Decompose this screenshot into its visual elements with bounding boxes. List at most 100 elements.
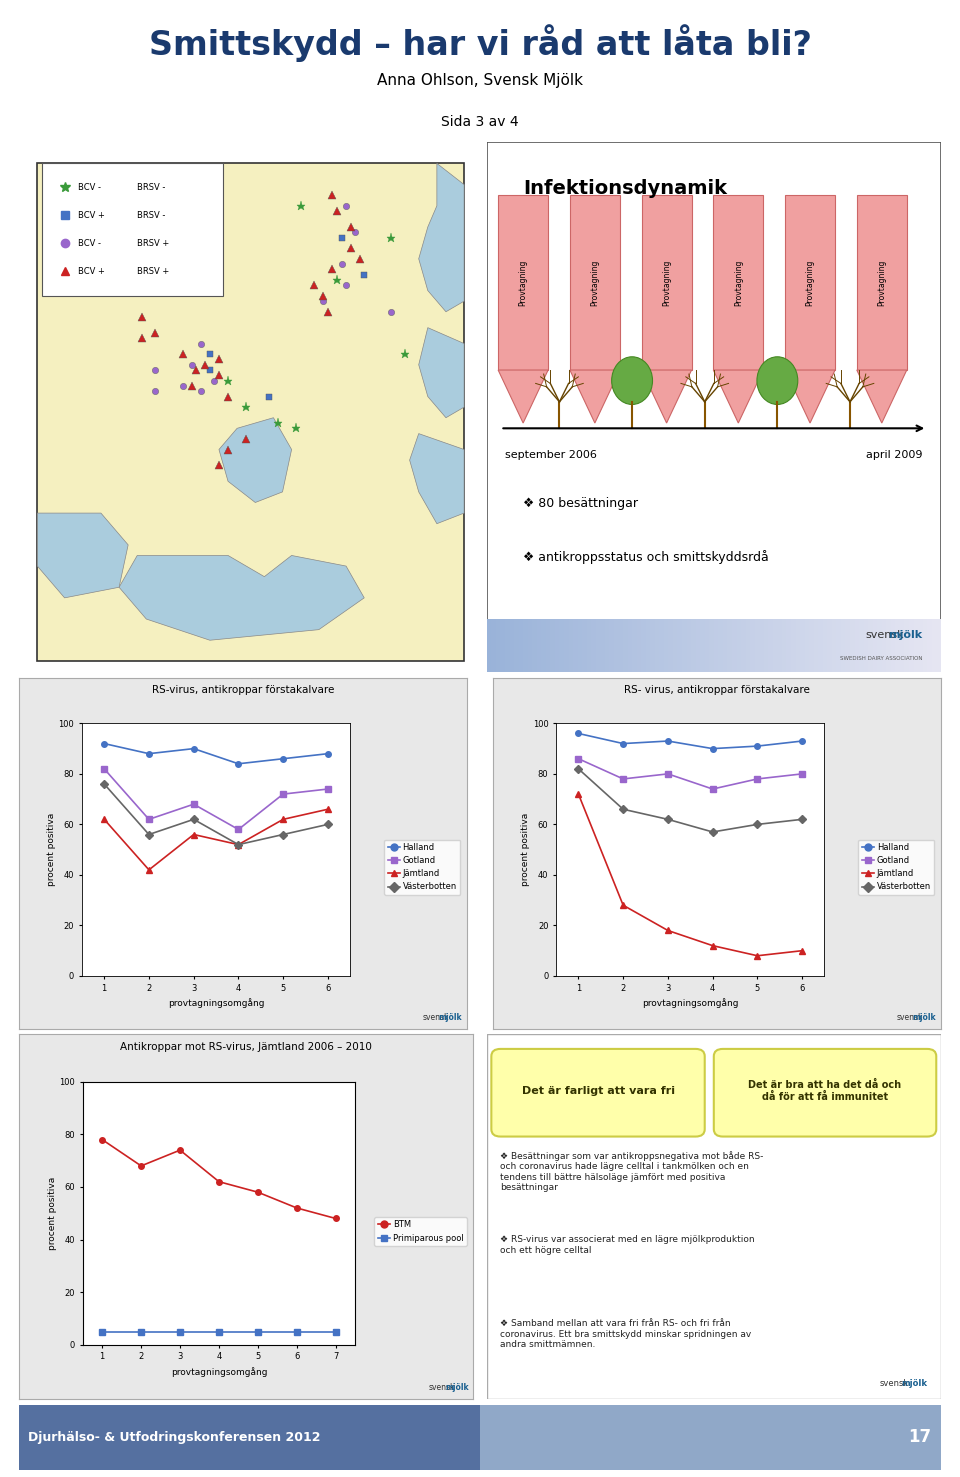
- FancyBboxPatch shape: [850, 619, 854, 672]
- FancyBboxPatch shape: [686, 619, 691, 672]
- FancyBboxPatch shape: [932, 619, 936, 672]
- Text: svensk: svensk: [897, 1013, 923, 1022]
- Polygon shape: [641, 371, 691, 422]
- FancyBboxPatch shape: [828, 619, 832, 672]
- Text: Det är farligt att vara fri: Det är farligt att vara fri: [521, 1086, 675, 1096]
- FancyBboxPatch shape: [628, 619, 632, 672]
- Text: BRSV -: BRSV -: [137, 211, 166, 220]
- FancyBboxPatch shape: [650, 619, 655, 672]
- FancyBboxPatch shape: [818, 619, 823, 672]
- FancyBboxPatch shape: [550, 619, 555, 672]
- FancyBboxPatch shape: [42, 164, 224, 295]
- FancyBboxPatch shape: [614, 619, 618, 672]
- FancyBboxPatch shape: [570, 195, 620, 371]
- FancyBboxPatch shape: [560, 619, 564, 672]
- FancyBboxPatch shape: [500, 619, 505, 672]
- FancyBboxPatch shape: [900, 619, 904, 672]
- FancyBboxPatch shape: [768, 619, 773, 672]
- Polygon shape: [713, 371, 763, 422]
- FancyBboxPatch shape: [746, 619, 750, 672]
- FancyBboxPatch shape: [823, 619, 828, 672]
- FancyBboxPatch shape: [800, 619, 804, 672]
- Text: mjölk: mjölk: [913, 1013, 936, 1022]
- FancyBboxPatch shape: [518, 619, 523, 672]
- FancyBboxPatch shape: [514, 619, 518, 672]
- FancyBboxPatch shape: [759, 619, 764, 672]
- FancyBboxPatch shape: [713, 195, 763, 371]
- Text: Provtagning: Provtagning: [590, 260, 599, 306]
- FancyBboxPatch shape: [857, 195, 907, 371]
- Text: mjölk: mjölk: [901, 1380, 927, 1388]
- FancyBboxPatch shape: [528, 619, 532, 672]
- FancyBboxPatch shape: [673, 619, 678, 672]
- FancyBboxPatch shape: [914, 619, 918, 672]
- FancyBboxPatch shape: [846, 619, 850, 672]
- FancyBboxPatch shape: [678, 619, 682, 672]
- Text: ❖ RS-virus var associerat med en lägre mjölkproduktion
och ett högre celltal: ❖ RS-virus var associerat med en lägre m…: [500, 1235, 756, 1254]
- FancyBboxPatch shape: [709, 619, 714, 672]
- FancyBboxPatch shape: [918, 619, 923, 672]
- FancyBboxPatch shape: [832, 619, 836, 672]
- FancyBboxPatch shape: [668, 619, 673, 672]
- FancyBboxPatch shape: [605, 619, 610, 672]
- Text: ❖ 80 besättningar: ❖ 80 besättningar: [523, 498, 638, 510]
- Text: Provtagning: Provtagning: [877, 260, 886, 306]
- Text: BCV -: BCV -: [78, 183, 101, 192]
- FancyBboxPatch shape: [877, 619, 882, 672]
- FancyBboxPatch shape: [859, 619, 864, 672]
- Polygon shape: [570, 371, 620, 422]
- Polygon shape: [498, 371, 548, 422]
- FancyBboxPatch shape: [696, 619, 700, 672]
- Text: svensk: svensk: [866, 631, 904, 640]
- FancyBboxPatch shape: [923, 619, 927, 672]
- FancyBboxPatch shape: [523, 619, 528, 672]
- FancyBboxPatch shape: [492, 1049, 705, 1136]
- Text: Provtagning: Provtagning: [805, 260, 814, 306]
- FancyBboxPatch shape: [904, 619, 909, 672]
- Text: mjölk: mjölk: [439, 1013, 462, 1022]
- FancyBboxPatch shape: [573, 619, 578, 672]
- FancyBboxPatch shape: [836, 619, 841, 672]
- FancyBboxPatch shape: [891, 619, 896, 672]
- FancyBboxPatch shape: [641, 195, 691, 371]
- Text: Det är bra att ha det då och
då för att få immunitet: Det är bra att ha det då och då för att …: [749, 1080, 901, 1102]
- FancyBboxPatch shape: [781, 619, 786, 672]
- Circle shape: [756, 357, 798, 405]
- FancyBboxPatch shape: [487, 1034, 941, 1399]
- FancyBboxPatch shape: [591, 619, 596, 672]
- FancyBboxPatch shape: [773, 619, 778, 672]
- FancyBboxPatch shape: [578, 619, 582, 672]
- FancyBboxPatch shape: [682, 619, 686, 672]
- Legend: Halland, Gotland, Jämtland, Västerbotten: Halland, Gotland, Jämtland, Västerbotten: [858, 839, 934, 895]
- FancyBboxPatch shape: [854, 619, 859, 672]
- FancyBboxPatch shape: [600, 619, 605, 672]
- FancyBboxPatch shape: [909, 619, 914, 672]
- FancyBboxPatch shape: [864, 619, 868, 672]
- Text: SWEDISH DAIRY ASSOCIATION: SWEDISH DAIRY ASSOCIATION: [840, 656, 923, 662]
- Text: april 2009: april 2009: [866, 449, 923, 459]
- FancyBboxPatch shape: [728, 619, 732, 672]
- FancyBboxPatch shape: [714, 619, 718, 672]
- FancyBboxPatch shape: [37, 164, 464, 662]
- FancyBboxPatch shape: [496, 619, 500, 672]
- FancyBboxPatch shape: [660, 619, 664, 672]
- Circle shape: [612, 357, 653, 405]
- Text: Sida 3 av 4: Sida 3 av 4: [442, 115, 518, 128]
- FancyBboxPatch shape: [19, 1405, 480, 1470]
- FancyBboxPatch shape: [796, 619, 800, 672]
- FancyBboxPatch shape: [546, 619, 550, 672]
- FancyBboxPatch shape: [778, 619, 781, 672]
- FancyBboxPatch shape: [927, 619, 932, 672]
- Text: svensk: svensk: [879, 1380, 909, 1388]
- Polygon shape: [785, 371, 835, 422]
- Text: Anna Ohlson, Svensk Mjölk: Anna Ohlson, Svensk Mjölk: [377, 74, 583, 89]
- Text: svensk: svensk: [422, 1013, 448, 1022]
- FancyBboxPatch shape: [764, 619, 768, 672]
- FancyBboxPatch shape: [804, 619, 809, 672]
- FancyBboxPatch shape: [786, 619, 791, 672]
- Text: BCV -: BCV -: [78, 239, 101, 248]
- Text: mjölk: mjölk: [889, 631, 923, 640]
- FancyBboxPatch shape: [791, 619, 796, 672]
- FancyBboxPatch shape: [841, 619, 846, 672]
- FancyBboxPatch shape: [487, 619, 492, 672]
